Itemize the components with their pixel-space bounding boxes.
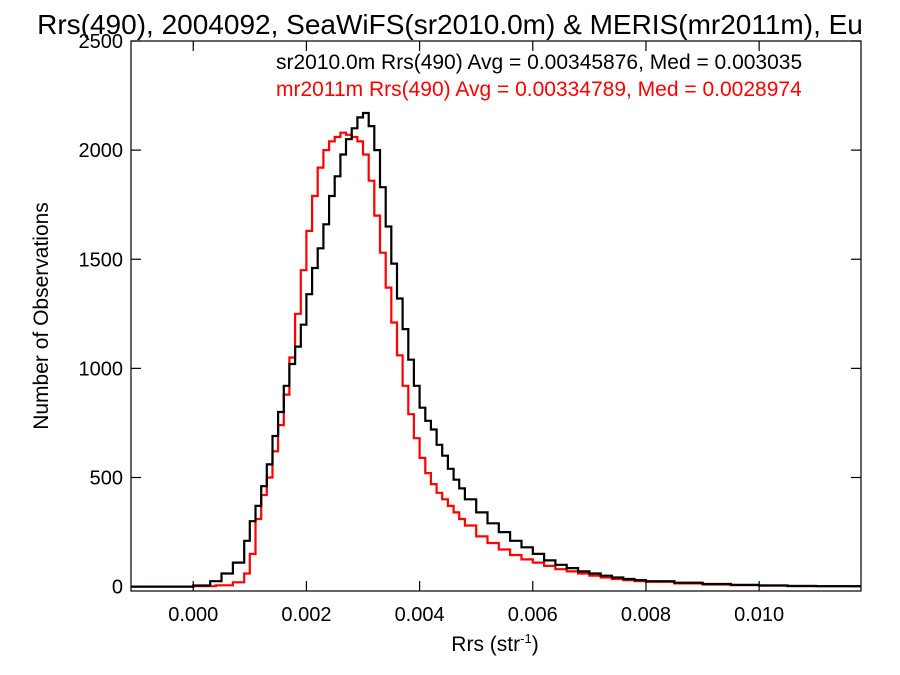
y-tick-label: 1500 bbox=[79, 249, 124, 271]
series-line-sr2010-0m bbox=[131, 111, 861, 588]
y-axis-ticks: 0 500 1000 1500 2000 2500 bbox=[79, 31, 861, 599]
y-tick-label: 1000 bbox=[79, 358, 124, 380]
x-axis-ticks: 0.000 0.002 0.004 0.006 0.008 0.010 bbox=[168, 41, 784, 626]
annotation-mr2011-stats: mr2011m Rrs(490) Avg = 0.00334789, Med =… bbox=[276, 78, 802, 101]
series-line-mr2011m bbox=[131, 131, 861, 588]
y-tick-label: 0 bbox=[112, 577, 123, 599]
x-axis-label-close: ) bbox=[532, 633, 539, 656]
annotation-sr2010-stats: sr2010.0m Rrs(490) Avg = 0.00345876, Med… bbox=[276, 51, 802, 74]
y-tick-label: 500 bbox=[90, 468, 123, 490]
chart-title: Rrs(490), 2004092, SeaWiFS(sr2010.0m) & … bbox=[37, 9, 863, 40]
x-tick-label: 0.004 bbox=[395, 604, 445, 626]
x-axis-label-superscript: -1 bbox=[520, 631, 532, 646]
x-tick-label: 0.008 bbox=[621, 604, 671, 626]
x-tick-label: 0.010 bbox=[734, 604, 784, 626]
x-tick-label: 0.006 bbox=[508, 604, 558, 626]
x-axis-label: Rrs (str-1) bbox=[451, 631, 538, 656]
y-axis-label: Number of Observations bbox=[30, 202, 53, 430]
x-tick-label: 0.002 bbox=[281, 604, 331, 626]
y-tick-label: 2500 bbox=[79, 31, 124, 53]
x-tick-label: 0.000 bbox=[168, 604, 218, 626]
x-axis-label-main: Rrs (str bbox=[451, 633, 520, 656]
plot-frame bbox=[130, 40, 862, 592]
series-group bbox=[131, 111, 861, 588]
y-tick-label: 2000 bbox=[79, 140, 124, 162]
